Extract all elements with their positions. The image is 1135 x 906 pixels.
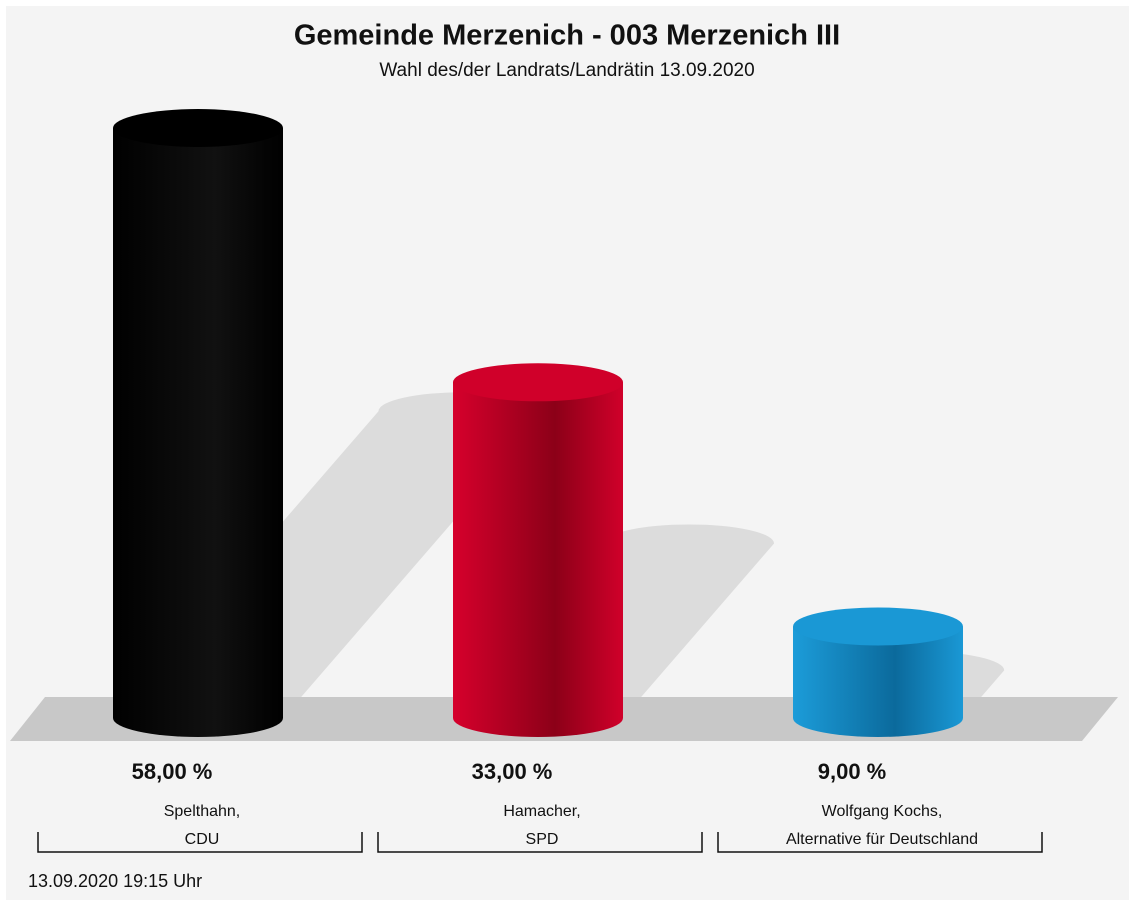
value-label: 58,00 %: [132, 759, 213, 784]
bar: [453, 363, 623, 737]
bar-top: [793, 607, 963, 646]
bar-top: [113, 109, 283, 147]
bar-body: [793, 626, 963, 737]
x-tick-label: CDU: [185, 831, 220, 848]
bar-body: [453, 382, 623, 737]
category-bracket: [37, 832, 363, 853]
x-tick-label: Hamacher,: [503, 803, 580, 820]
bar-top: [453, 363, 623, 402]
x-tick-label: Alternative für Deutschland: [786, 831, 978, 848]
x-tick-label: Spelthahn,: [164, 803, 241, 820]
value-label: 9,00 %: [818, 759, 887, 784]
chart-subtitle: Wahl des/der Landrats/Landrätin 13.09.20…: [379, 60, 754, 81]
category-bracket: [377, 832, 703, 853]
bar-body: [113, 128, 283, 737]
category-bracket: [717, 832, 1043, 853]
bar: [113, 109, 283, 737]
x-tick-label: SPD: [526, 831, 559, 848]
x-tick-label: Wolfgang Kochs,: [822, 803, 943, 820]
value-label: 33,00 %: [472, 759, 553, 784]
chart-title: Gemeinde Merzenich - 003 Merzenich III: [294, 20, 840, 52]
footnote: 13.09.2020 19:15 Uhr: [28, 871, 202, 891]
bar: [793, 607, 963, 737]
